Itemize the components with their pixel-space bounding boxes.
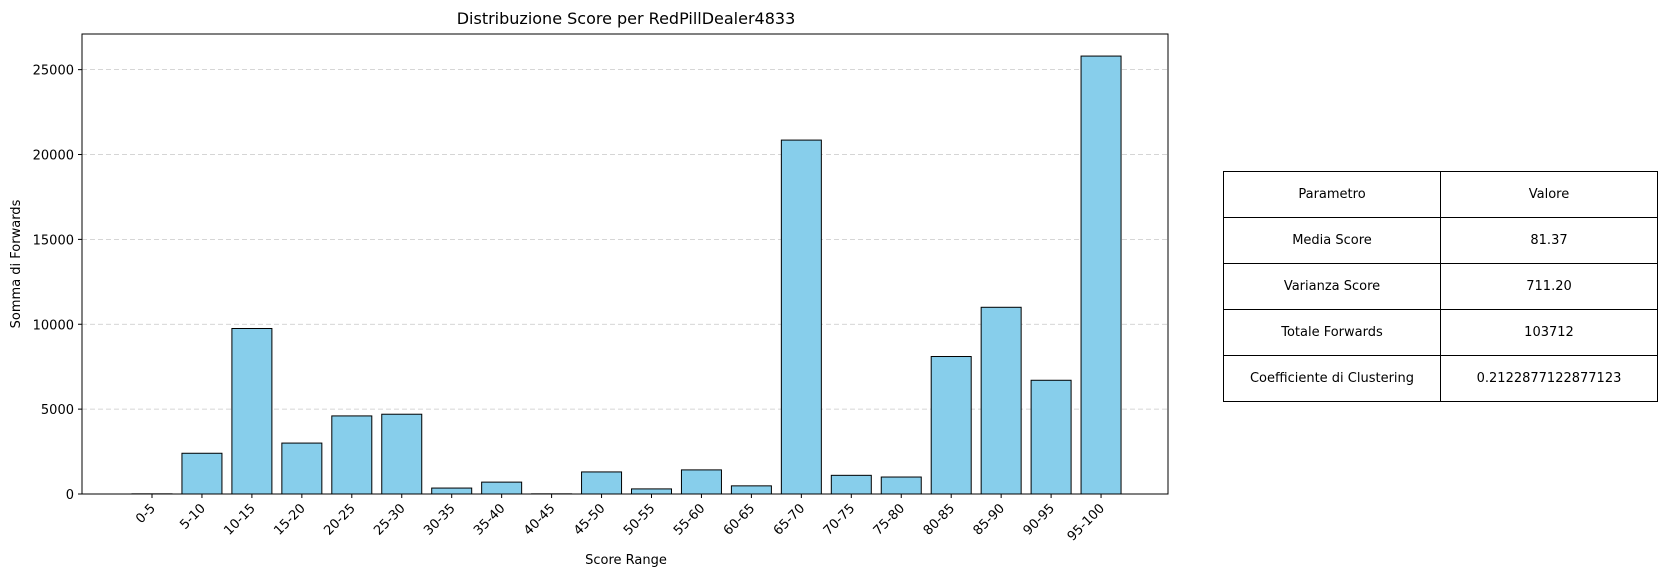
y-tick-label: 15000 bbox=[33, 233, 74, 248]
table-cell: 81.37 bbox=[1440, 217, 1658, 264]
x-tick-label: 15-20 bbox=[271, 501, 308, 538]
x-tick-label: 60-65 bbox=[721, 501, 758, 538]
x-tick-label: 5-10 bbox=[177, 501, 208, 532]
table-cell: 0.2122877122877123 bbox=[1440, 355, 1658, 402]
x-tick-label: 10-15 bbox=[221, 501, 258, 538]
y-tick-label: 0 bbox=[66, 488, 74, 503]
x-tick-label: 20-25 bbox=[321, 501, 358, 538]
y-axis: 0 5000 10000 15000 20000 25000 bbox=[33, 64, 82, 503]
bar-65-70 bbox=[780, 139, 822, 495]
x-tick-label: 95-100 bbox=[1065, 501, 1108, 544]
y-axis-label: Somma di Forwards bbox=[9, 199, 24, 328]
y-tick-label: 25000 bbox=[33, 64, 74, 79]
x-tick-label: 45-50 bbox=[571, 501, 608, 538]
bar-95-100 bbox=[1080, 55, 1122, 495]
bar-55-60 bbox=[680, 469, 722, 495]
table-cell: 711.20 bbox=[1440, 263, 1658, 310]
x-tick-label: 40-45 bbox=[521, 501, 558, 538]
x-tick-label: 35-40 bbox=[471, 501, 508, 538]
table-cell: 103712 bbox=[1440, 309, 1658, 356]
x-tick-label: 90-95 bbox=[1021, 501, 1058, 538]
x-tick-label: 0-5 bbox=[133, 501, 159, 527]
x-tick-label: 75-80 bbox=[871, 501, 908, 538]
bar-50-55 bbox=[631, 488, 672, 495]
x-tick-label: 50-55 bbox=[621, 501, 658, 538]
table-cell: Parametro bbox=[1223, 171, 1441, 218]
bar-70-75 bbox=[830, 474, 872, 495]
table-cell: Media Score bbox=[1223, 217, 1441, 264]
bar-25-30 bbox=[381, 413, 423, 495]
bar-10-15 bbox=[231, 328, 273, 495]
x-tick-label: 55-60 bbox=[671, 501, 708, 538]
bar-15-20 bbox=[281, 442, 323, 495]
table-cell: Valore bbox=[1440, 171, 1658, 218]
bar-35-40 bbox=[481, 481, 523, 495]
bar-85-90 bbox=[980, 306, 1022, 495]
bar-80-85 bbox=[930, 356, 972, 495]
stats-table: Parametro Valore Media Score 81.37 Varia… bbox=[1223, 171, 1658, 402]
table-cell: Coefficiente di Clustering bbox=[1223, 355, 1441, 402]
bar-5-10 bbox=[181, 452, 223, 495]
table-row: Varianza Score 711.20 bbox=[1223, 263, 1658, 310]
y-tick-label: 5000 bbox=[41, 403, 74, 418]
x-axis-label: Score Range bbox=[585, 553, 667, 568]
x-tick-label: 25-30 bbox=[371, 501, 408, 538]
bar-90-95 bbox=[1030, 379, 1072, 495]
table-cell: Totale Forwards bbox=[1223, 309, 1441, 356]
table-row: Media Score 81.37 bbox=[1223, 217, 1658, 264]
y-tick-label: 20000 bbox=[33, 149, 74, 164]
table-row: Totale Forwards 103712 bbox=[1223, 309, 1658, 356]
bar-20-25 bbox=[331, 415, 373, 495]
bar-60-65 bbox=[730, 485, 772, 495]
x-tick-label: 85-90 bbox=[971, 501, 1008, 538]
table-header-row: Parametro Valore bbox=[1223, 171, 1658, 218]
chart-title: Distribuzione Score per RedPillDealer483… bbox=[457, 9, 796, 28]
x-tick-label: 30-35 bbox=[421, 501, 458, 538]
plot-frame bbox=[81, 33, 1169, 495]
x-axis: 0-5 5-10 10-15 15-20 20-25 25-30 30-35 35-40 40-… bbox=[133, 494, 1108, 544]
bar-30-35 bbox=[431, 487, 473, 495]
table-cell: Varianza Score bbox=[1223, 263, 1441, 310]
x-tick-label: 80-85 bbox=[921, 501, 958, 538]
x-tick-label: 65-70 bbox=[771, 501, 808, 538]
bar-75-80 bbox=[880, 476, 922, 495]
x-tick-label: 70-75 bbox=[821, 501, 858, 538]
bar-45-50 bbox=[581, 471, 623, 495]
table-row: Coefficiente di Clustering 0.21228771228… bbox=[1223, 355, 1658, 402]
y-tick-label: 10000 bbox=[33, 318, 74, 333]
bars bbox=[131, 55, 1122, 495]
